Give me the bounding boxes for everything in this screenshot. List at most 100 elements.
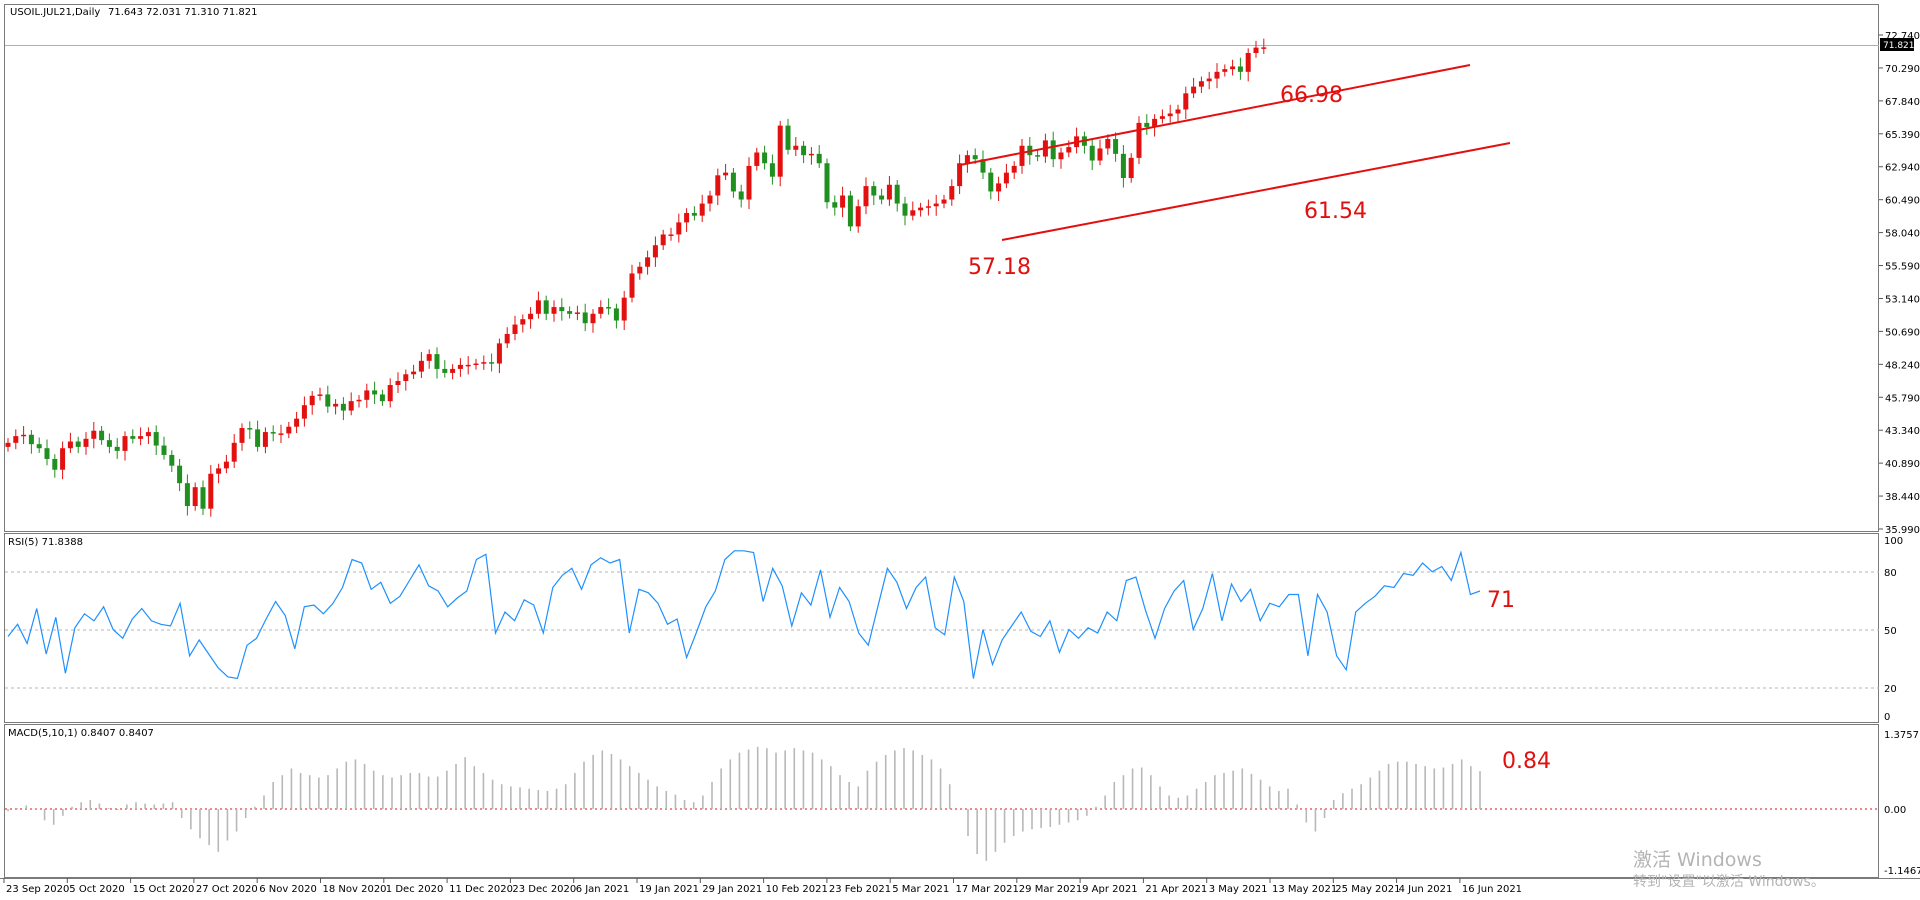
candle: [941, 194, 947, 209]
candle: [1136, 116, 1142, 165]
candle: [239, 423, 245, 451]
candle-body: [1120, 153, 1126, 179]
candle: [808, 147, 814, 165]
candle-body: [902, 203, 908, 216]
candle-body: [301, 405, 307, 419]
candle-body: [1066, 147, 1072, 153]
candle-body: [855, 206, 861, 227]
annotation-high-66-98: 66.98: [1280, 83, 1343, 108]
price-tick-label: 72.740: [1885, 31, 1920, 42]
candle: [528, 307, 534, 329]
candle-body: [598, 307, 604, 314]
candle-body: [372, 390, 378, 395]
candle-body: [91, 430, 97, 439]
candle-body: [216, 468, 222, 474]
time-tick-label: 17 Mar 2021: [956, 884, 1019, 895]
candle: [122, 431, 128, 461]
price-axis[interactable]: 72.740 70.290 67.840 65.390 62.940 60.490 58.0…: [1879, 31, 1920, 536]
candle-body: [715, 175, 721, 196]
candle-body: [551, 307, 557, 314]
candle: [325, 385, 331, 413]
candle-body: [255, 429, 261, 447]
macd-pane-frame: [4, 724, 1879, 878]
candle: [559, 298, 565, 321]
candle: [387, 378, 393, 408]
candle-body: [333, 403, 339, 407]
candle: [333, 399, 339, 415]
annotation-low-61-54: 61.54: [1304, 199, 1367, 224]
candle-body: [567, 311, 573, 314]
candle: [75, 436, 81, 454]
candle-body: [652, 245, 658, 258]
candle: [192, 482, 198, 511]
candle: [925, 199, 931, 216]
candle-body: [723, 172, 729, 176]
candle: [457, 358, 463, 377]
activation-watermark-title: 激活 Windows: [1633, 849, 1762, 871]
channel-upper-line[interactable]: [959, 64, 1471, 166]
candle-body: [629, 273, 635, 298]
candle-body: [450, 368, 456, 373]
candle-body: [637, 266, 643, 274]
candle-body: [99, 430, 105, 441]
candle: [1128, 153, 1134, 183]
candle-body: [949, 186, 955, 200]
candle-body: [668, 234, 674, 236]
channel-lower-line[interactable]: [1001, 142, 1511, 241]
candle: [598, 300, 604, 319]
candle: [1206, 71, 1212, 90]
candle-body: [286, 426, 292, 434]
candle: [535, 291, 541, 319]
candle: [1113, 132, 1119, 162]
time-tick-label: 1 Dec 2020: [386, 884, 444, 895]
candle: [145, 427, 151, 445]
candle-body: [60, 448, 66, 470]
candle: [957, 154, 963, 195]
candle-body: [988, 172, 994, 192]
price-tick-label: 50.690: [1885, 327, 1920, 338]
candle: [543, 295, 549, 321]
candle: [1011, 161, 1017, 179]
time-axis[interactable]: 23 Sep 2020 5 Oct 2020 15 Oct 2020 27 Oct 2…: [3, 878, 1522, 895]
time-tick-label: 18 Nov 2020: [323, 884, 387, 895]
candle: [769, 154, 775, 185]
candle: [847, 190, 853, 232]
price-tick-label: 60.490: [1885, 196, 1920, 207]
candle: [684, 208, 690, 232]
candle-body: [840, 195, 846, 208]
candle-body: [754, 152, 760, 166]
candle-body: [1050, 140, 1056, 160]
candle-body: [411, 371, 417, 375]
candle-body: [223, 461, 229, 469]
candle-body: [863, 186, 869, 207]
price-tick-label: 45.790: [1885, 393, 1920, 404]
candle: [177, 458, 183, 492]
candle: [255, 420, 261, 452]
candle-body: [777, 125, 783, 177]
candle-body: [457, 364, 463, 369]
price-tick-label: 58.040: [1885, 229, 1920, 240]
candle-body: [1159, 116, 1165, 119]
candle-body: [75, 441, 81, 447]
candle: [106, 433, 112, 454]
candle: [301, 396, 307, 427]
ohlc-readout: 71.643 72.031 71.310 71.821: [108, 7, 258, 18]
candle: [138, 427, 144, 446]
candle: [746, 157, 752, 210]
rsi-levels: [5, 571, 1879, 689]
candle: [372, 381, 378, 404]
candle-body: [785, 125, 791, 150]
candle-body: [972, 155, 978, 160]
candle: [270, 425, 276, 442]
candle: [1105, 134, 1111, 155]
time-tick-label: 23 Sep 2020: [6, 884, 69, 895]
candle: [161, 436, 167, 460]
candle-body: [1011, 165, 1017, 173]
candle-body: [645, 257, 651, 267]
candle: [723, 163, 729, 181]
time-tick-label: 19 Jan 2021: [639, 884, 699, 895]
candle-body: [1253, 47, 1259, 54]
candle-body: [145, 432, 151, 437]
candle: [395, 372, 401, 393]
